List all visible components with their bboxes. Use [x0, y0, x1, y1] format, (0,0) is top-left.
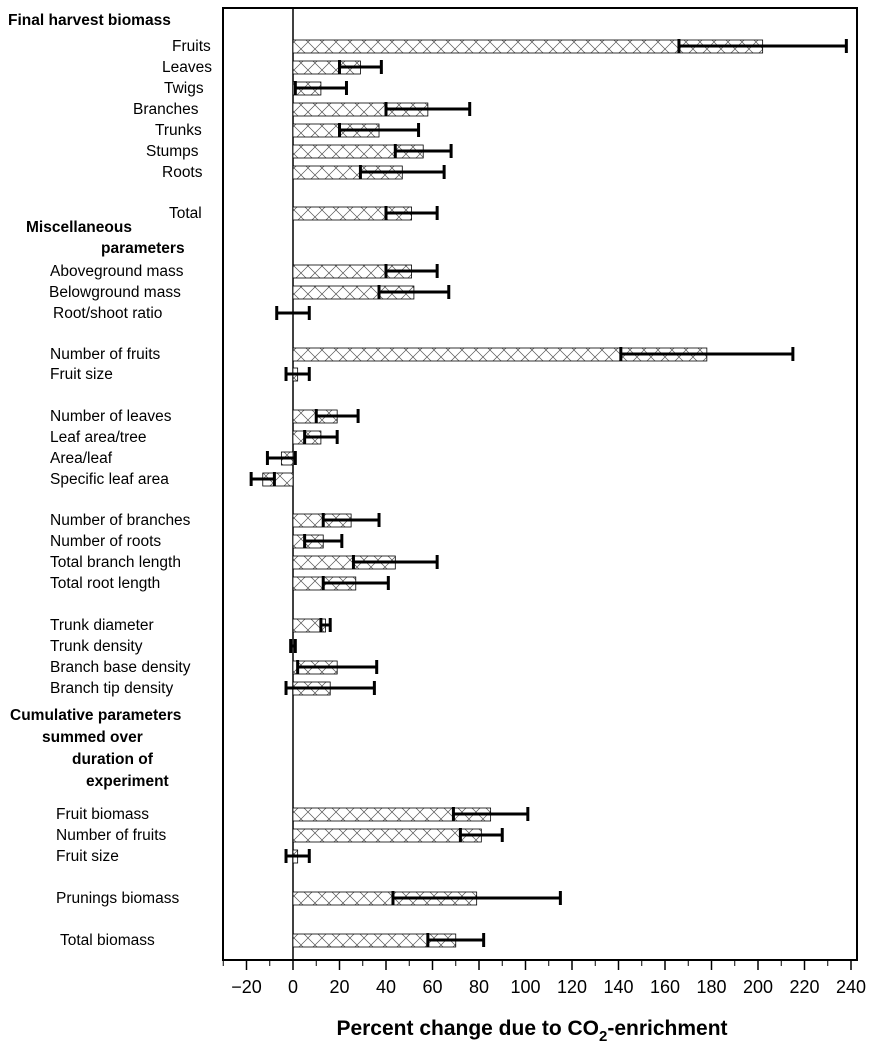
tick-label-trunk-diameter: Trunk diameter [50, 617, 154, 634]
error-bar-number-of-leaves [314, 409, 360, 423]
tick-label-branch-tip-density: Branch tip density [50, 680, 173, 697]
tick-label-leaf-area-tree: Leaf area/tree [50, 429, 147, 446]
tick-label-prunings-biomass: Prunings biomass [56, 890, 179, 907]
error-bar-trunk-diameter [319, 618, 332, 632]
error-bar-number-of-roots [303, 534, 344, 548]
tick-label-branch-base-density: Branch base density [50, 659, 191, 676]
error-bar-total-branch-length [351, 555, 439, 569]
group-header-final: Final harvest biomass [8, 12, 171, 29]
error-bar-number-of-fruits [619, 347, 795, 361]
error-bar-total [384, 206, 439, 220]
tick-label-branches: Branches [133, 101, 199, 118]
x-tick-label: 200 [743, 977, 773, 997]
error-bar-prunings-biomass [391, 891, 562, 905]
tick-label-fruit-biomass: Fruit biomass [56, 806, 149, 823]
x-tick-label: 220 [789, 977, 819, 997]
tick-label-fruit-size: Fruit size [56, 848, 119, 865]
error-bar-specific-leaf-area [249, 472, 276, 486]
x-tick-label: −20 [231, 977, 262, 997]
tick-label-number-of-fruits: Number of fruits [56, 827, 167, 844]
tick-label-roots: Roots [162, 164, 203, 181]
group-header-cum-3: duration of [72, 751, 154, 768]
error-bar-roots [358, 165, 446, 179]
x-tick-label: 40 [376, 977, 396, 997]
tick-label-number-of-roots: Number of roots [50, 533, 161, 550]
x-axis-label: Percent change due to CO2-enrichment [336, 1017, 727, 1044]
x-tick-label: 60 [422, 977, 442, 997]
error-bar-trunks [338, 123, 421, 137]
tick-label-leaves: Leaves [162, 59, 212, 76]
group-header-misc-2: parameters [101, 240, 185, 257]
tick-label-total-biomass: Total biomass [60, 932, 155, 949]
error-bar-number-of-fruits [458, 828, 504, 842]
error-bar-trunk-density [289, 639, 297, 653]
x-tick-label: 80 [469, 977, 489, 997]
error-bar-branch-base-density [296, 660, 379, 674]
tick-label-fruits: Fruits [172, 38, 211, 55]
tick-label-number-of-branches: Number of branches [50, 512, 191, 529]
error-bar-total-biomass [426, 933, 486, 947]
error-bar-aboveground-mass [384, 264, 439, 278]
x-tick-label: 140 [603, 977, 633, 997]
error-bar-belowground-mass [377, 285, 451, 299]
tick-label-trunks: Trunks [155, 122, 202, 139]
bar-number-of-fruits [292, 828, 482, 843]
error-bar-stumps [393, 144, 453, 158]
x-tick-label: 20 [329, 977, 349, 997]
tick-label-number-of-fruits: Number of fruits [50, 346, 161, 363]
x-tick-label: 0 [288, 977, 298, 997]
tick-label-twigs: Twigs [164, 80, 204, 97]
category-labels: Fruits Leaves Twigs Branches Trunks Stumps Roo… [49, 38, 212, 949]
group-header-cum-2: summed over [42, 729, 143, 746]
tick-label-stumps: Stumps [146, 143, 199, 160]
error-bar-leaves [338, 60, 383, 74]
group-header-cum-4: experiment [86, 773, 169, 790]
tick-label-fruit-size: Fruit size [50, 366, 113, 383]
error-bar-area-leaf [265, 451, 297, 465]
group-headers: Final harvest biomass Miscellaneous para… [8, 12, 185, 790]
bars-layer [249, 8, 848, 960]
error-bar-fruit-size [284, 367, 311, 381]
x-tick-label: 120 [557, 977, 587, 997]
tick-label-root-shoot-ratio: Root/shoot ratio [53, 305, 162, 322]
error-bar-branches [384, 102, 472, 116]
x-axis-ticks: −20 0 20 40 60 80 100 120 140 160 180 200 220 240 [222, 960, 866, 997]
error-bar-number-of-branches [321, 513, 381, 527]
x-tick-label: 100 [510, 977, 540, 997]
group-header-misc-1: Miscellaneous [26, 219, 132, 236]
plot-frame [222, 7, 858, 961]
error-bar-leaf-area-tree [303, 430, 339, 444]
error-bar-fruits [677, 39, 848, 53]
tick-label-specific-leaf-area: Specific leaf area [50, 471, 169, 488]
error-bar-fruit-size [284, 849, 311, 863]
error-bar-fruit-biomass [451, 807, 530, 821]
error-bar-total-root-length [321, 576, 390, 590]
x-tick-label: 240 [836, 977, 866, 997]
tick-label-area-leaf: Area/leaf [50, 450, 113, 467]
tick-label-belowground-mass: Belowground mass [49, 284, 181, 301]
tick-label-total-root-length: Total root length [50, 575, 160, 592]
error-bar-branch-tip-density [284, 681, 376, 695]
tick-label-number-of-leaves: Number of leaves [50, 408, 172, 425]
tick-label-total-branch-length: Total branch length [50, 554, 181, 571]
group-header-cum-1: Cumulative parameters [10, 707, 181, 724]
tick-label-total: Total [169, 205, 202, 222]
error-bar-twigs [293, 81, 348, 95]
tick-label-aboveground-mass: Aboveground mass [50, 263, 184, 280]
error-bar-root-shoot-ratio [275, 306, 311, 320]
tick-label-trunk-density: Trunk density [50, 638, 143, 655]
x-tick-label: 180 [696, 977, 726, 997]
x-tick-label: 160 [650, 977, 680, 997]
